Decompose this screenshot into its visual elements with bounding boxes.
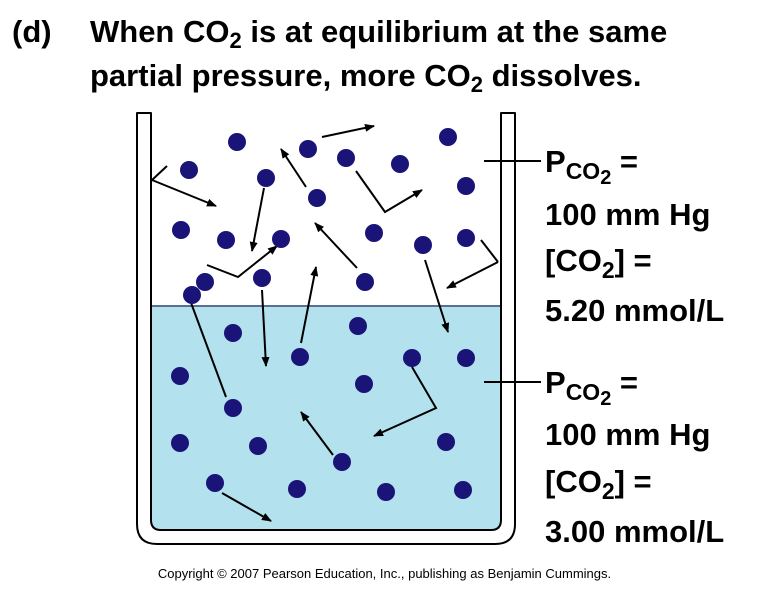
crossing-arrow (424, 259, 450, 333)
figure-part-label: (d) (12, 14, 52, 49)
gas-motion-arrow (355, 170, 423, 214)
crossing-arrow (261, 289, 270, 367)
co2-molecule (454, 481, 472, 499)
liquid-motion-arrow (373, 366, 438, 437)
liquid-motion-arrow (221, 492, 272, 522)
co2-molecule (183, 286, 201, 304)
co2-molecule (206, 474, 224, 492)
co2-molecule (414, 236, 432, 254)
gas-concentration-value: 5.20 mmol/L (545, 293, 725, 328)
co2-molecule (196, 273, 214, 291)
gas-motion-arrow (280, 148, 307, 188)
gas-p-symbol: P (545, 144, 566, 179)
co2-molecule (228, 133, 246, 151)
co2-molecule (437, 433, 455, 451)
co2-molecule (257, 169, 275, 187)
co2-molecule (457, 349, 475, 367)
co2-molecule (365, 224, 383, 242)
co2-molecule (403, 349, 421, 367)
co2-molecule (337, 149, 355, 167)
co2-molecule (172, 221, 190, 239)
gas-motion-arrow (446, 261, 499, 289)
gas-phase-leader-line (480, 239, 499, 263)
co2-molecule (288, 480, 306, 498)
gas-p-subscript-2: 2 (600, 167, 612, 189)
title-line-2-subscript: 2 (470, 72, 483, 97)
liquid-region (151, 306, 501, 530)
co2-molecule (171, 434, 189, 452)
title-line-2: partial pressure, more CO2 dissolves. (90, 58, 642, 97)
gas-phase-leader-line (151, 165, 168, 181)
crossing-arrow (186, 291, 227, 398)
co2-molecule (308, 189, 326, 207)
gas-motion-arrow (151, 179, 217, 207)
liquid-pressure-value: 100 mm Hg (545, 417, 711, 452)
crossing-arrow (300, 266, 319, 344)
co2-molecule (355, 375, 373, 393)
gas-pressure-value: 100 mm Hg (545, 197, 711, 232)
title-line-2-rest: dissolves. (483, 58, 642, 93)
liquid-motion-arrow (300, 411, 334, 456)
title-line-2-text: partial pressure, more CO (90, 58, 471, 93)
title-line-1-subscript: 2 (229, 28, 242, 53)
gas-p-equals: = (611, 144, 639, 179)
title-line-1-text: When CO (90, 14, 230, 49)
co2-molecule (272, 230, 290, 248)
co2-molecule (439, 128, 457, 146)
co2-molecule (249, 437, 267, 455)
co2-molecule (377, 483, 395, 501)
co2-molecule (217, 231, 235, 249)
co2-molecule (224, 399, 242, 417)
title-line-1: When CO2 is at equilibrium at the same (90, 14, 668, 53)
co2-molecule (180, 161, 198, 179)
co2-molecule (356, 273, 374, 291)
liquid-p-subscript-2: 2 (600, 388, 612, 410)
gas-concentration-label: [CO2] = (545, 243, 652, 283)
liquid-partial-pressure-label: PCO2 = (545, 365, 639, 409)
co2-molecule (171, 367, 189, 385)
co2-molecule (333, 453, 351, 471)
gas-motion-arrow (206, 245, 278, 279)
beaker-outline (136, 112, 516, 545)
copyright-notice: Copyright © 2007 Pearson Education, Inc.… (157, 566, 612, 581)
gas-motion-arrow (249, 187, 265, 252)
co2-molecule (224, 324, 242, 342)
liquid-concentration-value: 3.00 mmol/L (545, 514, 725, 549)
co2-molecule (457, 229, 475, 247)
gas-partial-pressure-label: PCO2 = (545, 144, 639, 188)
co2-molecule (253, 269, 271, 287)
liquid-p-subscript: CO2 (565, 379, 612, 410)
liquid-p-equals: = (611, 365, 639, 400)
liquid-concentration-label: [CO2] = (545, 464, 652, 504)
co2-molecule (391, 155, 409, 173)
gas-concentration-subscript: 2 (601, 257, 615, 283)
title-line-1-rest: is at equilibrium at the same (241, 14, 668, 49)
co2-molecule (299, 140, 317, 158)
co2-molecule (349, 317, 367, 335)
gas-motion-arrow (314, 222, 358, 269)
gas-motion-arrow (321, 123, 375, 138)
liquid-concentration-subscript: 2 (601, 478, 615, 504)
co2-molecule (457, 177, 475, 195)
gas-p-subscript: CO2 (565, 158, 612, 189)
liquid-p-symbol: P (545, 365, 566, 400)
co2-molecule (291, 348, 309, 366)
